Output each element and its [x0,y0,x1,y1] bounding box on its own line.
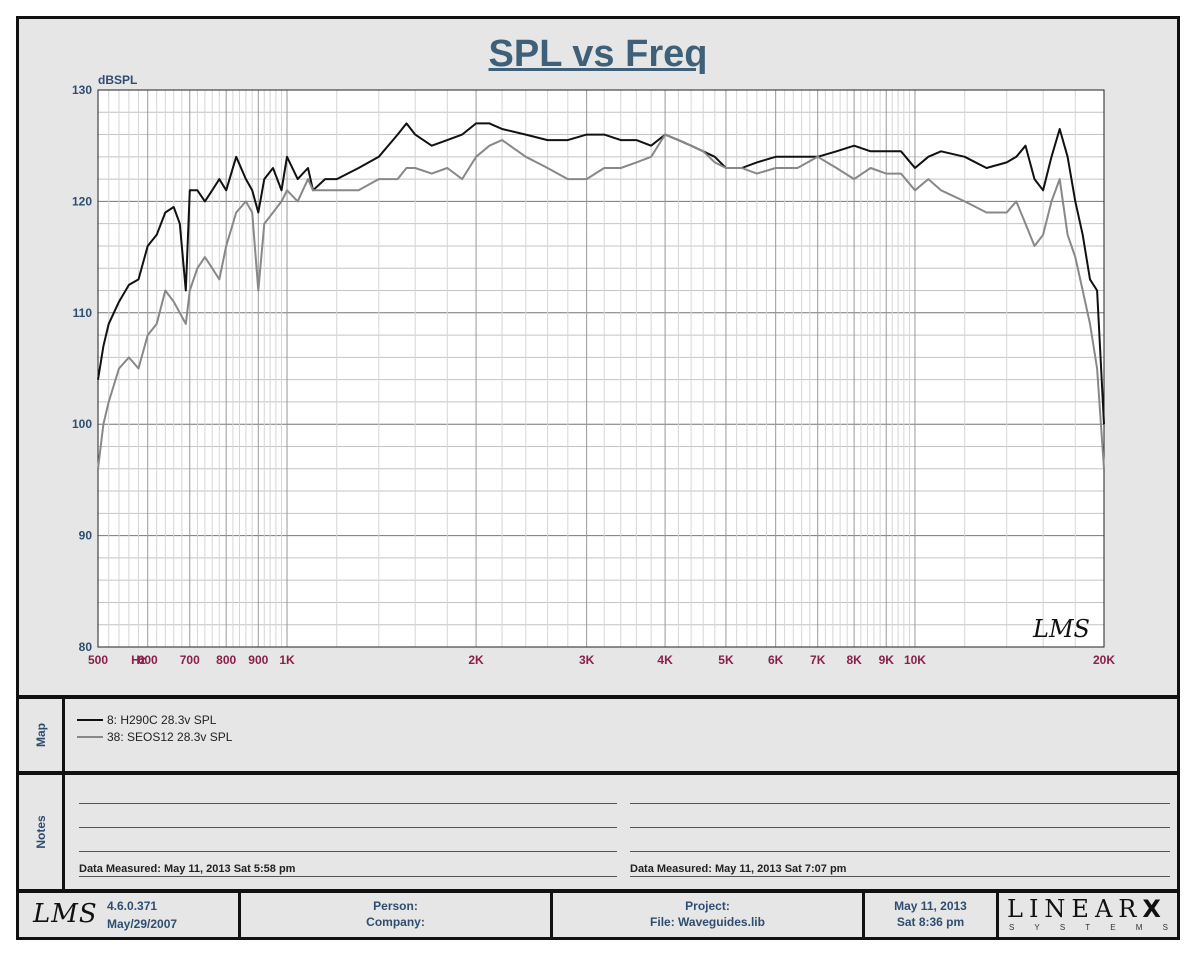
footer-person-cell: Person: Company: [241,893,553,937]
footer-time: Sat 8:36 pm [896,915,965,929]
x-tick-label: 500 [88,653,108,667]
x-tick-label: 2K [468,653,484,667]
x-tick-label: 900 [248,653,268,667]
divider [19,695,1177,699]
legend-label: 38: SEOS12 28.3v SPL [107,730,233,744]
y-axis-label: dBSPL [98,73,137,87]
brand-sub: S Y S T E M S [1009,923,1177,932]
x-tick-label: 1K [279,653,295,667]
legend-swatch [77,736,103,738]
x-tick-label: 5K [718,653,734,667]
lms-watermark: LMS [1032,615,1090,643]
footer: LMS 4.6.0.371 May/29/2007 Person: Compan… [19,893,1177,937]
series-line-h290c [97,122,1105,425]
x-tick-label: 9K [879,653,895,667]
note-line [79,803,617,804]
plot-background [98,90,1104,647]
company-label: Company: [366,915,425,929]
map-label: Map [19,699,65,771]
map-panel: Map 8: H290C 28.3v SPL 38: SEOS12 28.3v … [19,699,1177,771]
measured-right: Data Measured: May 11, 2013 Sat 7:07 pm [630,863,847,875]
x-tick-label: 20K [1093,653,1115,667]
brand-text: LINEAR [1007,895,1143,923]
note-line [630,851,1170,852]
version: 4.6.0.371 [107,899,158,913]
note-line [630,876,1170,877]
brand-x: X [1142,895,1161,923]
linearx-logo: LINEARX S Y S T E M S [999,893,1177,937]
x-tick-label: 700 [180,653,200,667]
y-tick-label: 130 [72,83,92,97]
divider [19,771,1177,775]
person-label: Person: [373,899,418,913]
lms-logo: LMS [33,899,98,929]
x-tick-label: 4K [657,653,673,667]
x-tick-label: 600 [138,653,158,667]
note-line [79,827,617,828]
y-tick-label: 120 [72,194,92,208]
x-tick-label: Hz [131,653,146,667]
measured-left: Data Measured: May 11, 2013 Sat 5:58 pm [79,863,296,875]
legend-item-seos12: 38: SEOS12 28.3v SPL [77,730,232,744]
x-tick-label: 800 [216,653,236,667]
footer-project-cell: Project: File: Waveguides.lib [553,893,865,937]
x-tick-label: 6K [768,653,784,667]
project-label: Project: [685,899,730,913]
footer-date: May 11, 2013 [894,899,967,913]
notes-label: Notes [19,775,65,889]
chart-title: SPL vs Freq [488,33,708,75]
x-tick-label: 10K [904,653,926,667]
note-line [79,876,617,877]
plot-border [97,89,1105,648]
x-tick-label: 3K [579,653,595,667]
y-tick-label: 90 [79,529,93,543]
x-tick-label: 8K [846,653,862,667]
y-tick-label: 100 [72,417,92,431]
note-line [630,827,1170,828]
divider [19,889,1177,893]
footer-version-cell: LMS 4.6.0.371 May/29/2007 [19,893,241,937]
chart-area: SPL vs Freq 130 120 110 100 90 80 dBSPL 500 Hz 60… [19,19,1177,695]
notes-panel: Notes Data Measured: May 11, 2013 Sat 5:… [19,775,1177,889]
footer-date-cell: May 11, 2013 Sat 8:36 pm [865,893,999,937]
note-line [79,851,617,852]
report-frame: SPL vs Freq 130 120 110 100 90 80 dBSPL 500 Hz 60… [16,16,1180,940]
y-tick-label: 110 [73,306,93,320]
y-tick-label: 80 [79,640,93,654]
x-tick-label: 7K [810,653,826,667]
file-label: File: Waveguides.lib [650,915,765,929]
legend-swatch [77,719,103,721]
version-date: May/29/2007 [107,917,178,931]
legend-label: 8: H290C 28.3v SPL [107,713,217,727]
legend-item-h290c: 8: H290C 28.3v SPL [77,713,216,727]
note-line [630,803,1170,804]
series-line-seos12 [97,133,1105,469]
